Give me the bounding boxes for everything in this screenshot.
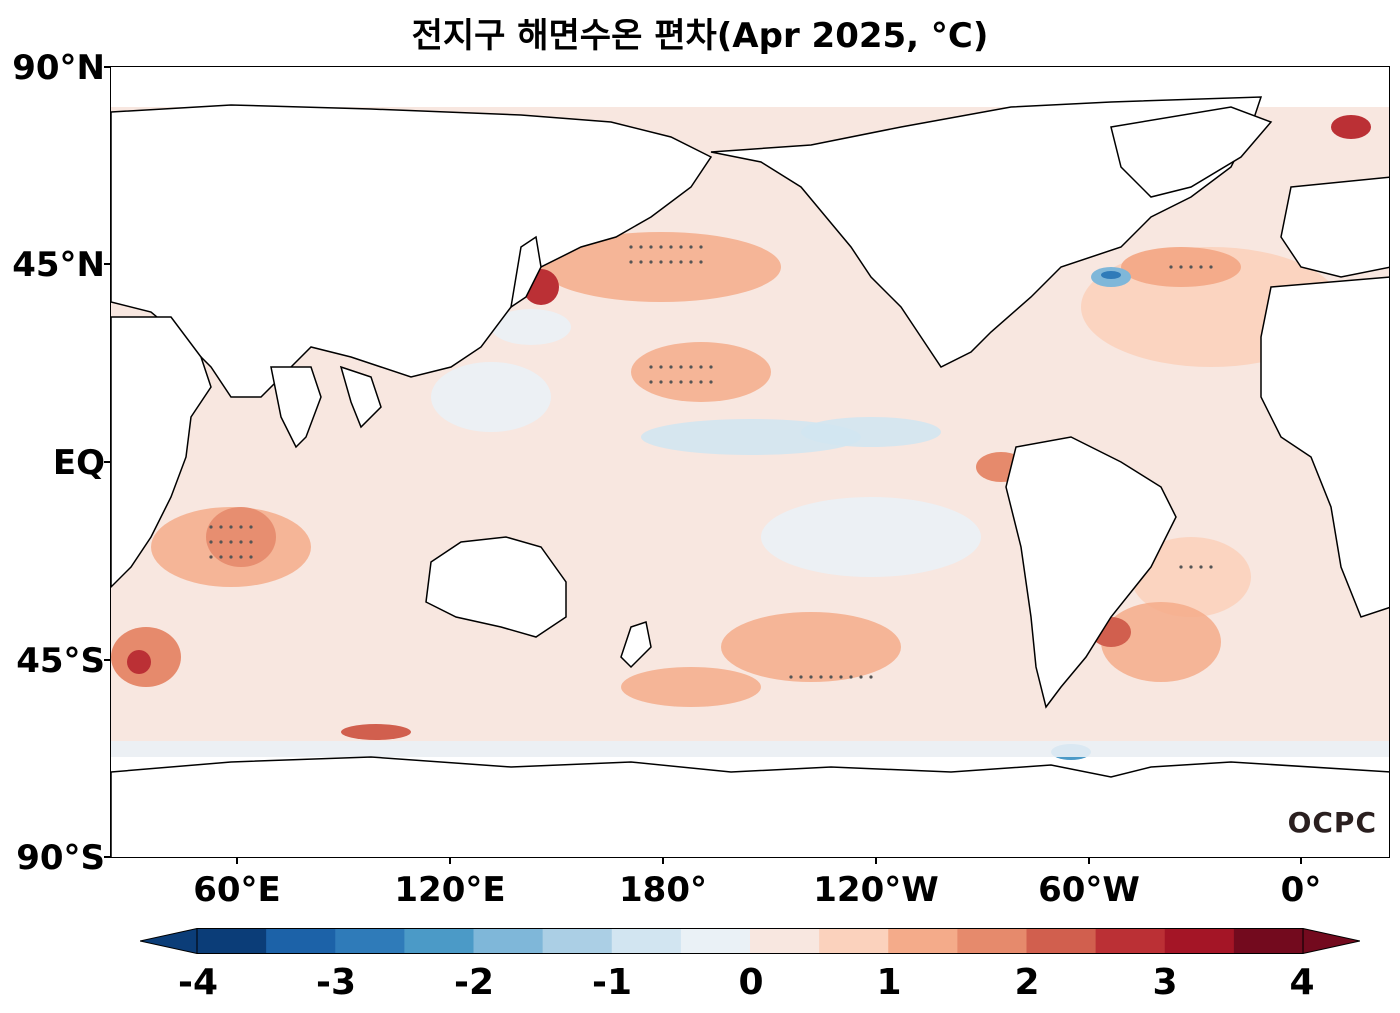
sst-anomaly-map: OCPC bbox=[110, 66, 1390, 858]
lat-label-45s: 45°S bbox=[16, 641, 105, 681]
colorbar-segment bbox=[1164, 928, 1235, 954]
landmass-africa bbox=[111, 316, 212, 589]
colorbar-label-1: 1 bbox=[876, 962, 902, 1003]
lon-label-120e: 120°E bbox=[394, 870, 506, 910]
lon-label-0: 0° bbox=[1280, 870, 1322, 910]
y-tick bbox=[104, 263, 110, 265]
landmass-japan bbox=[509, 235, 542, 309]
landmass-greenland bbox=[1110, 106, 1273, 198]
landmass-europe bbox=[1280, 176, 1389, 278]
landmass-africa-west bbox=[1260, 276, 1389, 618]
colorbar-label-3: 3 bbox=[1152, 962, 1178, 1003]
y-tick bbox=[104, 461, 110, 463]
warm-anomaly-patches bbox=[111, 115, 1371, 740]
map-canvas bbox=[111, 96, 1389, 857]
colorbar-extend-high bbox=[1302, 928, 1360, 954]
x-tick bbox=[1300, 858, 1302, 864]
lat-label-45n: 45°N bbox=[12, 245, 105, 285]
colorbar-frame bbox=[196, 928, 1304, 954]
landmass-australia bbox=[425, 536, 567, 638]
landmass-antarctica bbox=[111, 756, 1389, 857]
landmass-eurasia bbox=[111, 104, 713, 398]
colorbar-segment bbox=[404, 928, 475, 954]
colorbar-label-neg3: -3 bbox=[316, 962, 356, 1003]
colorbar-segment bbox=[680, 928, 751, 954]
y-tick bbox=[104, 856, 110, 858]
landmass-india bbox=[270, 366, 322, 449]
continents bbox=[111, 96, 1389, 857]
y-tick bbox=[104, 659, 110, 661]
y-tick bbox=[104, 66, 110, 68]
cool-anomaly-patches bbox=[111, 267, 1389, 760]
colorbar-extend-low bbox=[140, 928, 198, 954]
ocpc-watermark-logo: OCPC bbox=[1287, 806, 1377, 839]
significance-stippling bbox=[209, 245, 1213, 679]
x-tick bbox=[1088, 858, 1090, 864]
x-tick bbox=[236, 858, 238, 864]
colorbar-segment bbox=[1026, 928, 1097, 954]
colorbar-label-neg2: -2 bbox=[454, 962, 494, 1003]
colorbar bbox=[140, 928, 1360, 954]
lon-label-180: 180° bbox=[619, 870, 707, 910]
colorbar-segment bbox=[750, 928, 820, 954]
colorbar-label-2: 2 bbox=[1014, 962, 1040, 1003]
x-tick bbox=[662, 858, 664, 864]
x-tick bbox=[449, 858, 451, 864]
lat-label-90n: 90°N bbox=[12, 48, 105, 88]
colorbar-segment bbox=[1233, 928, 1304, 954]
colorbar-segment bbox=[611, 928, 682, 954]
lon-label-60e: 60°E bbox=[193, 870, 281, 910]
landmass-southeast-asia bbox=[339, 365, 382, 429]
colorbar-label-4: 4 bbox=[1289, 962, 1315, 1003]
colorbar-segment bbox=[266, 928, 336, 954]
colorbar-segments bbox=[140, 928, 1360, 954]
lat-label-90s: 90°S bbox=[16, 838, 105, 878]
colorbar-label-neg4: -4 bbox=[178, 962, 218, 1003]
colorbar-segment bbox=[819, 928, 889, 954]
colorbar-segment bbox=[197, 928, 267, 954]
x-tick bbox=[875, 858, 877, 864]
colorbar-segment bbox=[957, 928, 1028, 954]
colorbar-label-0: 0 bbox=[738, 962, 764, 1003]
lon-label-60w: 60°W bbox=[1038, 870, 1140, 910]
lat-label-eq: EQ bbox=[52, 443, 105, 483]
colorbar-label-neg1: -1 bbox=[592, 962, 632, 1003]
landmass-south-america bbox=[1005, 436, 1177, 709]
colorbar-segment bbox=[542, 928, 613, 954]
lon-label-120w: 120°W bbox=[813, 870, 939, 910]
colorbar-segment bbox=[473, 928, 544, 954]
colorbar-segment bbox=[335, 928, 405, 954]
map-title: 전지구 해면수온 편차(Apr 2025, °C) bbox=[411, 16, 989, 56]
colorbar-segment bbox=[888, 928, 958, 954]
landmass-new-zealand bbox=[620, 621, 652, 669]
colorbar-segment bbox=[1095, 928, 1166, 954]
